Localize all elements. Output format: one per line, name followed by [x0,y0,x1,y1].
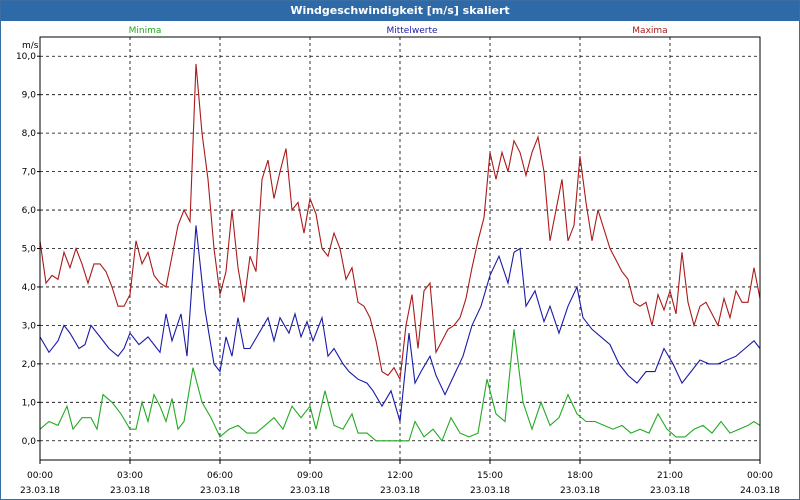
x-tick-date: 23.03.18 [200,486,240,496]
y-tick-label: 0,0 [22,437,37,447]
x-tick-date: 23.03.18 [650,486,690,496]
y-tick-label: 7,0 [22,168,37,178]
series-line-maxima [39,63,761,382]
x-axis-ticks: 00:00 23.03.18 03:00 23.03.18 06:00 23.03.18 0… [20,460,780,496]
legend-minima: Minima [129,26,162,36]
y-tick-label: 6,0 [22,206,37,216]
x-tick-date: 23.03.18 [560,486,600,496]
series-line-minima [39,329,761,442]
legend: Minima Mittelwerte Maxima [129,26,668,36]
x-tick-time: 00:00 [27,471,53,481]
x-tick-date: 23.03.18 [110,486,150,496]
y-tick-label: 3,0 [22,321,37,331]
x-tick-date: 23.03.18 [380,486,420,496]
legend-mittelwerte: Mittelwerte [386,26,437,36]
x-tick-time: 00:00 [747,471,773,481]
y-axis-ticks: 0,0 1,0 2,0 3,0 4,0 5,0 6,0 7,0 8,0 9,0 10,0m/s [16,41,40,447]
y-tick-label: 1,0 [22,398,37,408]
x-tick-time: 21:00 [657,471,683,481]
x-tick-time: 15:00 [477,471,503,481]
x-tick-time: 18:00 [567,471,593,481]
y-tick-label: 4,0 [22,283,37,293]
y-axis-label: m/s [22,41,39,51]
series-line-mittelwerte [39,225,761,422]
x-tick-date: 23.03.18 [20,486,60,496]
y-tick-label: 9,0 [22,91,37,101]
x-tick-date: 23.03.18 [470,486,510,496]
y-tick-label: 8,0 [22,129,37,139]
y-tick-label: 5,0 [22,245,37,255]
grid-lines [39,37,761,460]
x-tick-time: 06:00 [207,471,233,481]
x-tick-date: 23.03.18 [290,486,330,496]
window-title: Windgeschwindigkeit [m/s] skaliert [1,1,799,21]
x-tick-time: 09:00 [297,471,323,481]
y-tick-label: 2,0 [22,360,37,370]
x-tick-time: 03:00 [117,471,143,481]
x-tick-date: 24.03.18 [740,486,780,496]
plot-frame [39,36,761,461]
y-tick-label: 10,0 [16,52,36,62]
legend-maxima: Maxima [632,26,667,36]
x-tick-time: 12:00 [387,471,413,481]
series-lines [39,63,761,442]
